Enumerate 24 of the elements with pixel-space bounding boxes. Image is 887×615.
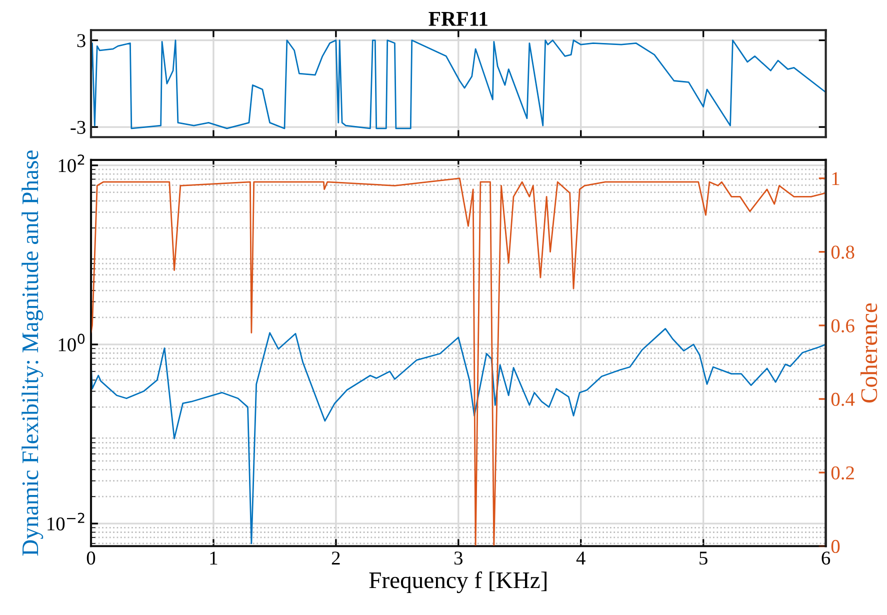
y2-tick-label: 0.6 xyxy=(831,319,854,332)
y-axis-title: Dynamic Flexibility: Magnitude and Phase xyxy=(22,150,44,556)
y-tick-label: -3 xyxy=(70,120,86,134)
chart-title: FRF11 xyxy=(428,12,488,26)
x-tick-label: 2 xyxy=(332,552,340,564)
y-tick-label: 10$^{0}$ xyxy=(58,334,85,352)
line-series xyxy=(91,328,826,544)
x-tick-label: 6 xyxy=(822,552,830,565)
y-tick-label: 3 xyxy=(77,34,86,48)
y-tick-label: 10$^{2}$ xyxy=(58,154,84,172)
x-axis-title: Frequency f [KHz] xyxy=(369,571,546,594)
y2-tick-label: 0.8 xyxy=(831,246,854,259)
y-tick-label: 10$^{−2}$ xyxy=(48,512,84,530)
y2-tick-label: 0.4 xyxy=(831,392,855,406)
x-tick-label: 0 xyxy=(86,552,96,565)
x-tick-label: 3 xyxy=(454,552,463,565)
y2-tick-label: 0 xyxy=(831,540,840,554)
x-tick-label: 1 xyxy=(210,552,218,564)
x-tick-label: 5 xyxy=(700,552,708,565)
y2-axis-title: Coherence xyxy=(860,303,878,403)
y2-tick-label: 0.2 xyxy=(831,466,854,480)
y2-tick-label: 1 xyxy=(832,172,840,186)
x-tick-label: 4 xyxy=(576,552,586,564)
line-series xyxy=(91,40,826,130)
